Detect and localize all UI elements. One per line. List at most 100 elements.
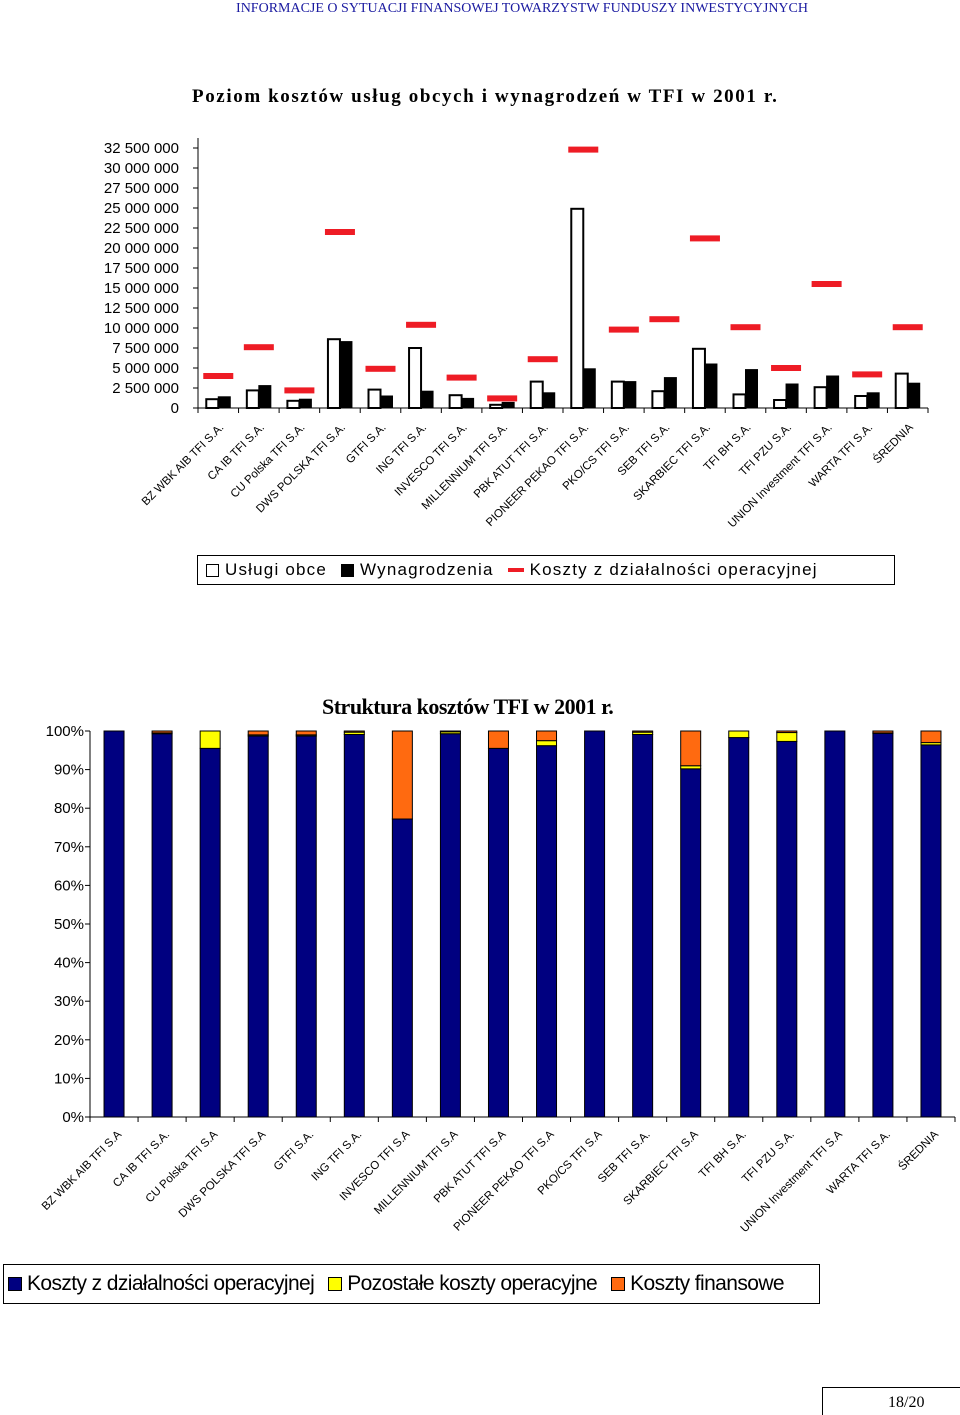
- chart2-bar-finansowe: [920, 730, 942, 744]
- chart2-bar-finansowe: [632, 730, 654, 733]
- chart1-bar-wynagrodzenia: [745, 369, 758, 409]
- chart1-bar-wynagrodzenia: [420, 390, 434, 409]
- legend2-swatch-finansowe: [611, 1277, 626, 1291]
- chart2-bar-finansowe: [247, 730, 269, 736]
- chart2-bar-dzialalnosc: [680, 768, 702, 1118]
- page-number-rule-vertical: [822, 1387, 823, 1415]
- chart2-y-tick-label: 50%: [54, 916, 84, 933]
- chart2-bar-pozostale: [536, 740, 558, 747]
- legend2-label-pozostale: Pozostałe koszty operacyjne: [347, 1272, 598, 1295]
- chart1-bar-wynagrodzenia: [217, 396, 231, 409]
- chart1-y-tick-label: 10 000 000: [104, 320, 179, 337]
- chart1-marker-koszty: [406, 321, 437, 328]
- chart1-marker-koszty: [487, 395, 518, 402]
- legend-swatch-wynagrodzenia: [341, 563, 355, 577]
- chart1-y-tick-label: 32 500 000: [104, 140, 179, 157]
- chart2-bar-dzialalnosc: [247, 735, 269, 1118]
- legend2-label-finansowe: Koszty finansowe: [630, 1272, 784, 1295]
- chart1-title: Poziom kosztów usług obcych i wynagrodze…: [192, 86, 779, 107]
- legend-item-uslugi: Usługi obce: [206, 560, 327, 580]
- chart2-y-tick-label: 40%: [54, 955, 84, 972]
- chart1-bar-wynagrodzenia: [461, 397, 475, 409]
- legend-label-wynagrodzenia: Wynagrodzenia: [360, 560, 494, 579]
- chart2-x-tick-label: MILLENNIUM TFI S.A: [372, 1128, 461, 1217]
- chart1-marker-koszty: [649, 316, 680, 323]
- chart1-marker-koszty: [568, 146, 599, 153]
- chart1-y-tick-label: 2 500 000: [112, 380, 179, 397]
- chart2-bar-dzialalnosc: [536, 745, 558, 1118]
- chart1-plot: 0 2 500 000 5 000 000 7 500 000 10 000 000 12…: [104, 138, 929, 530]
- legend2-swatch-dzialalnosc: [8, 1277, 22, 1291]
- chart1-marker-koszty: [730, 324, 761, 331]
- chart1-marker-koszty: [608, 326, 639, 333]
- chart2-x-tick-label: BZ WBK AIB TFI S.A: [40, 1128, 124, 1212]
- chart2-y-tick-label: 30%: [54, 993, 84, 1010]
- chart2-x-tick-label: DWS POLSKA TFI S.A: [177, 1128, 269, 1220]
- legend-swatch-uslugi: [206, 563, 219, 577]
- chart1-marker-koszty: [811, 281, 842, 287]
- chart1-marker-koszty: [852, 371, 883, 378]
- chart2-bar-dzialalnosc: [776, 740, 798, 1118]
- chart2-bar-finansowe: [872, 730, 894, 734]
- chart1-y-tick-label: 15 000 000: [104, 280, 179, 297]
- chart2-bar-finansowe: [343, 730, 365, 733]
- chart1-marker-koszty: [324, 229, 355, 235]
- chart2-title: Struktura kosztów TFI w 2001 r.: [322, 694, 614, 719]
- chart1-marker-koszty: [771, 365, 802, 371]
- chart2-y-tick-label: 100%: [46, 723, 84, 740]
- chart2-y-tick-label: 60%: [54, 877, 84, 894]
- chart1-marker-koszty: [365, 365, 396, 372]
- chart2-y-tick-label: 90%: [54, 762, 84, 779]
- legend-item-koszty: Koszty z działalności operacyjnej: [507, 560, 818, 580]
- chart1-bar-wynagrodzenia: [542, 392, 556, 409]
- chart1-bar-wynagrodzenia: [298, 398, 312, 409]
- chart2-bar-dzialalnosc: [199, 747, 221, 1118]
- chart2-bar-dzialalnosc: [151, 733, 173, 1118]
- chart1-bar-uslugi: [570, 207, 585, 409]
- chart1-bar-uslugi: [408, 347, 423, 409]
- chart1-y-tick-label: 25 000 000: [104, 200, 179, 217]
- legend2-item-pozostale: Pozostałe koszty operacyjne: [328, 1272, 598, 1296]
- chart1-bar-wynagrodzenia: [582, 368, 596, 409]
- chart2-bar-finansowe: [536, 730, 558, 742]
- chart1-legend: Usługi obce Wynagrodzenia Koszty z dział…: [197, 555, 895, 585]
- chart2-bar-finansowe: [487, 730, 509, 749]
- chart1-y-tick-label: 20 000 000: [104, 240, 179, 257]
- chart1-y-tick-label: 17 500 000: [104, 260, 179, 277]
- page-header: INFORMACJE O SYTUACJI FINANSOWEJ TOWARZY…: [0, 0, 960, 17]
- legend-label-koszty: Koszty z działalności operacyjnej: [529, 560, 818, 579]
- chart1-y-tick-label: 27 500 000: [104, 180, 179, 197]
- chart2-bar-dzialalnosc: [728, 737, 750, 1118]
- legend2-item-dzialalnosc: Koszty z działalności operacyjnej: [8, 1272, 315, 1296]
- chart2-bar-dzialalnosc: [343, 733, 365, 1118]
- chart2-bar-dzialalnosc: [487, 747, 509, 1118]
- chart2-bar-finansowe: [295, 730, 317, 736]
- chart1-y-tick-label: 7 500 000: [112, 340, 179, 357]
- chart1-marker-koszty: [243, 344, 274, 351]
- chart1-marker-koszty: [203, 373, 234, 379]
- chart2-legend: Koszty z działalności operacyjnej Pozost…: [3, 1264, 820, 1304]
- header-text: INFORMACJE O SYTUACJI FINANSOWEJ TOWARZY…: [236, 1, 808, 16]
- chart2-bar-dzialalnosc: [824, 730, 846, 1118]
- chart1-marker-koszty: [689, 235, 720, 242]
- chart2-y-tick-label: 80%: [54, 800, 84, 817]
- legend2-label-dzialalnosc: Koszty z działalności operacyjnej: [27, 1272, 315, 1295]
- chart1-y-tick-label: 0: [171, 400, 179, 417]
- page-number: 18/20: [888, 1394, 925, 1411]
- chart2-bar-dzialalnosc: [872, 732, 894, 1118]
- chart1-bar-wynagrodzenia: [339, 341, 353, 409]
- chart2-bar-finansowe: [439, 730, 461, 733]
- chart1-marker-koszty: [527, 356, 558, 363]
- chart2-bar-dzialalnosc: [391, 818, 413, 1118]
- chart2-x-tick-label: TFI BH S.A.: [697, 1129, 749, 1181]
- chart2-bar-dzialalnosc: [584, 730, 606, 1118]
- chart1-y-tick-label: 30 000 000: [104, 160, 179, 177]
- chart1-bar-wynagrodzenia: [663, 377, 677, 409]
- chart1-y-tick-label: 5 000 000: [112, 360, 179, 377]
- chart1-bar-wynagrodzenia: [907, 382, 921, 409]
- chart2-x-tick-label: UNION Investment TFI S.A: [739, 1128, 846, 1235]
- chart1-marker-koszty: [284, 387, 315, 394]
- legend2-item-finansowe: Koszty finansowe: [611, 1272, 785, 1296]
- chart1-bar-wynagrodzenia: [704, 363, 718, 409]
- chart2-y-tick-label: 10%: [54, 1070, 84, 1087]
